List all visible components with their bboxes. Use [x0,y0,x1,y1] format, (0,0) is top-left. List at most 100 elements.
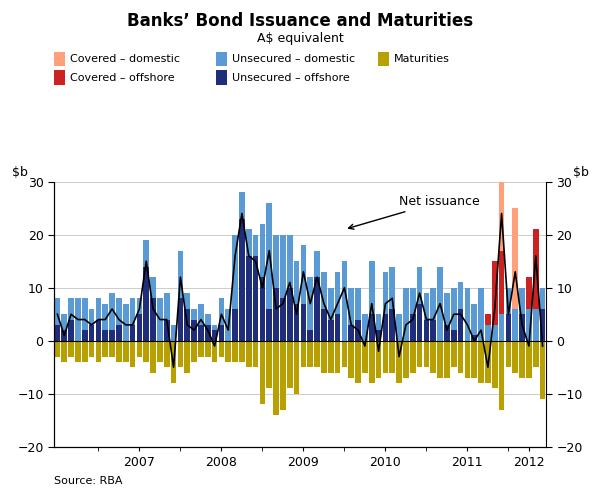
Bar [369,261,374,314]
Bar [109,293,115,330]
Bar [89,341,94,356]
Bar [389,267,395,309]
Bar [526,309,532,341]
Bar [355,341,361,383]
Bar [130,341,136,367]
Bar [403,288,409,341]
Bar [116,299,122,325]
Bar [314,250,320,277]
Bar [260,224,265,277]
Bar [150,277,156,299]
Bar [260,277,265,341]
Bar [287,288,293,341]
Bar [123,303,128,341]
Bar [130,325,136,341]
Bar [321,341,327,373]
Bar [444,341,450,378]
Bar [232,341,238,362]
Bar [307,330,313,341]
Bar [307,341,313,367]
Bar [226,341,231,362]
Bar [485,325,491,341]
Bar [410,341,416,373]
Bar [212,325,217,330]
Bar [205,325,211,341]
Bar [355,320,361,341]
Bar [539,341,545,399]
Bar [253,235,259,256]
Bar [205,314,211,325]
Bar [383,341,388,373]
Bar [499,144,505,250]
Bar [191,341,197,362]
Bar [232,235,238,309]
Bar [512,309,518,341]
Bar [280,299,286,341]
Bar [95,299,101,320]
Text: Covered – domestic: Covered – domestic [70,54,179,64]
Bar [95,320,101,341]
Bar [82,341,88,362]
Bar [150,299,156,341]
Bar [266,203,272,309]
Bar [280,235,286,299]
Bar [55,325,61,341]
Bar [519,341,525,378]
Bar [293,303,299,341]
Bar [143,240,149,267]
Bar [246,341,251,367]
Bar [485,314,491,325]
Bar [430,341,436,373]
Text: Source: RBA: Source: RBA [54,476,122,486]
Bar [533,229,539,309]
Bar [55,341,61,356]
Bar [191,320,197,341]
Bar [355,288,361,320]
Bar [437,267,443,341]
Bar [396,341,402,383]
Bar [157,299,163,341]
Bar [68,341,74,356]
Bar [137,341,142,356]
Bar [349,288,354,325]
Bar [273,235,279,288]
Text: Banks’ Bond Issuance and Maturities: Banks’ Bond Issuance and Maturities [127,12,473,30]
Bar [178,299,184,341]
Bar [150,341,156,373]
Bar [506,314,511,341]
Bar [389,309,395,341]
Bar [61,314,67,330]
Bar [349,341,354,378]
Bar [109,330,115,341]
Bar [512,208,518,309]
Bar [239,192,245,219]
Bar [75,341,81,362]
Bar [137,314,142,341]
Bar [170,341,176,383]
Bar [61,330,67,341]
Bar [89,325,94,341]
Bar [218,341,224,356]
Bar [492,325,497,341]
Bar [280,341,286,409]
Bar [341,341,347,367]
Bar [301,246,307,303]
Bar [253,341,259,367]
Bar [458,309,463,341]
Bar [519,288,525,314]
Bar [198,325,204,341]
Bar [253,256,259,341]
Bar [301,341,307,367]
Bar [492,261,497,325]
Bar [307,277,313,330]
Bar [526,277,532,309]
Text: Net issuance: Net issuance [349,195,480,229]
Bar [506,288,511,314]
Bar [157,341,163,362]
Bar [539,309,545,341]
Bar [137,299,142,314]
Bar [533,309,539,341]
Bar [416,341,422,367]
Bar [362,341,368,373]
Bar [273,341,279,415]
